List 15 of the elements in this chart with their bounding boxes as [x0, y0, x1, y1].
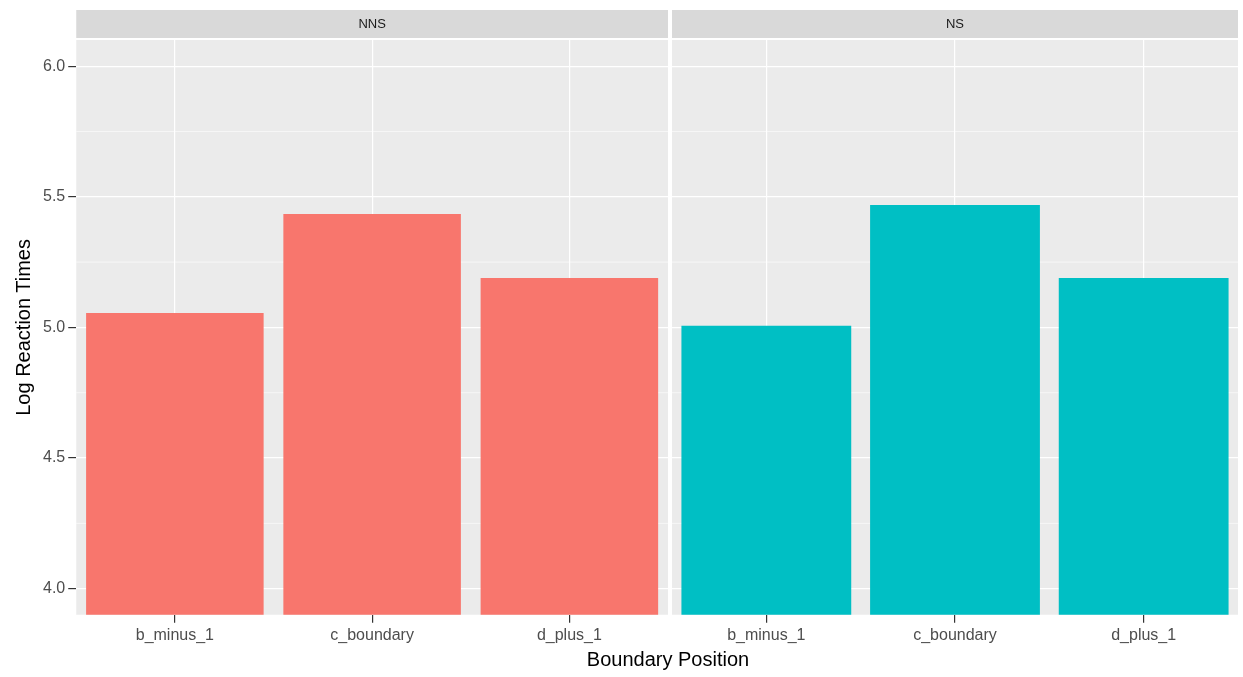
y-tick-label: 5.0 [42, 317, 66, 335]
x-tick-label: c_boundary [913, 625, 997, 644]
y-tick-label: 4.0 [42, 579, 66, 597]
x-tick-label: c_boundary [330, 625, 414, 644]
y-tick-label: 6.0 [42, 56, 66, 74]
chart-title: NNS [358, 15, 387, 31]
x-tick-label: b_minus_1 [135, 625, 215, 644]
y-tick-label: 4.5 [42, 448, 66, 466]
x-tick-label: d_plus_1 [536, 625, 602, 644]
x-tick-label: d_plus_1 [1111, 625, 1177, 644]
chart-title: NS [945, 15, 965, 31]
y-axis-title: Log Reaction Times [11, 239, 34, 416]
x-tick-label: b_minus_1 [727, 625, 806, 644]
y-tick-label: 5.5 [42, 187, 66, 205]
x-axis-title: Boundary Position [585, 648, 751, 671]
